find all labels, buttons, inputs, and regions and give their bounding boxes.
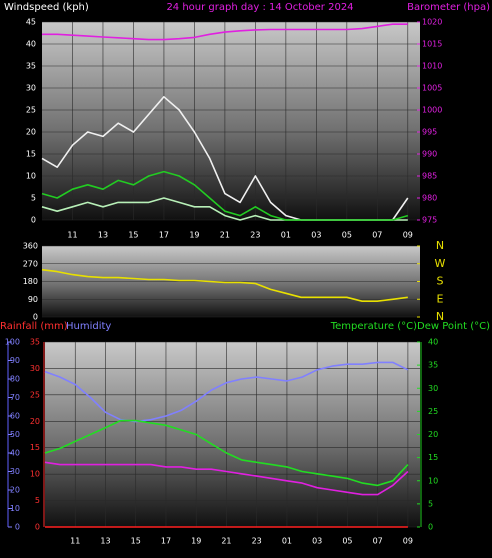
y2-axis-label: Barometer (hpa): [407, 2, 490, 13]
x-tick-label: 17: [161, 537, 171, 546]
y3-tick-label: 60: [10, 412, 20, 421]
x-tick-label: 19: [191, 537, 201, 546]
y2-tick-label: 980: [422, 194, 437, 203]
y-tick-label: 360: [23, 242, 38, 251]
x-tick-label: 21: [221, 537, 231, 546]
x-tick-label: 05: [342, 537, 352, 546]
y3-tick-label: 80: [10, 375, 20, 384]
y-tick-label: 25: [30, 390, 40, 399]
y2-tick-label: 1005: [422, 84, 442, 93]
y2-tick-label: E: [437, 292, 444, 305]
y2-axis-label: Temperature (°C)Dew Point (°C): [330, 321, 490, 332]
y2-tick-label: 10: [428, 476, 438, 485]
plot-area: [45, 342, 420, 527]
y-tick-label: 180: [23, 277, 38, 286]
y2-tick-label: 985: [422, 172, 437, 181]
y2-tick-label: 1015: [422, 40, 442, 49]
y-tick-label: 5: [31, 194, 36, 203]
y-tick-label: 35: [26, 62, 36, 71]
x-tick-label: 09: [403, 231, 413, 240]
x-tick-label: 05: [342, 231, 352, 240]
x-tick-label: 03: [312, 537, 322, 546]
y3-tick-label: 40: [10, 449, 20, 458]
y2-tick-label: S: [437, 275, 444, 288]
series-line: [44, 361, 409, 423]
y2-tick-label: 25: [428, 407, 438, 416]
x-tick-label: 13: [100, 537, 110, 546]
y-tick-label: 20: [30, 417, 40, 426]
x-tick-label: 07: [372, 231, 382, 240]
x-tick-label: 21: [220, 231, 230, 240]
y2-tick-label: 995: [422, 128, 437, 137]
chart-title: 24 hour graph day : 14 October 2024: [166, 2, 353, 13]
y-tick-label: 15: [30, 443, 40, 452]
y2-tick-label: 20: [428, 430, 438, 439]
y2-tick-label: 15: [428, 453, 438, 462]
y-tick-label: 20: [26, 128, 36, 137]
y2-tick-label: 990: [422, 150, 437, 159]
y-tick-label: 270: [23, 259, 38, 268]
y-tick-label: 25: [26, 106, 36, 115]
x-tick-label: 11: [70, 537, 80, 546]
y-tick-label: 0: [33, 313, 38, 322]
y-tick-label: 10: [26, 172, 36, 181]
y-tick-label: 0: [35, 523, 40, 532]
y3-tick-label: 20: [10, 486, 20, 495]
plot-area: [42, 22, 420, 220]
y-tick-label: 0: [31, 216, 36, 225]
x-tick-label: 07: [373, 537, 383, 546]
y3-tick-label: 0: [15, 523, 20, 532]
series-line: [44, 461, 409, 496]
x-tick-label: 19: [189, 231, 199, 240]
series-line: [41, 268, 408, 302]
series-line: [41, 170, 409, 221]
y2-tick-label: 975: [422, 216, 437, 225]
x-tick-label: 01: [281, 231, 291, 240]
y3-tick-label: 10: [10, 504, 20, 513]
y2-tick-label: N: [436, 239, 444, 252]
x-tick-label: 15: [131, 537, 141, 546]
y2-tick-label: 35: [428, 361, 438, 370]
y-tick-label: 30: [30, 364, 40, 373]
y3-axis-label: Humidity: [66, 321, 111, 332]
y-tick-label: 10: [30, 470, 40, 479]
y-axis-label: Rainfall (mm): [0, 321, 68, 332]
y3-tick-label: 100: [5, 338, 20, 347]
x-tick-label: 01: [282, 537, 292, 546]
y-tick-label: 15: [26, 150, 36, 159]
y2-tick-label: 30: [428, 384, 438, 393]
y-tick-label: 35: [30, 338, 40, 347]
y2-tick-label: 1010: [422, 62, 442, 71]
y-tick-label: 5: [35, 496, 40, 505]
y2-tick-label: W: [435, 257, 446, 270]
y-axis-label: Windspeed (kph): [4, 2, 89, 13]
x-tick-label: 03: [311, 231, 321, 240]
y-tick-label: 40: [26, 40, 36, 49]
y2-tick-label: 5: [428, 499, 433, 508]
x-tick-label: 15: [128, 231, 138, 240]
y2-tick-label: 0: [428, 523, 433, 532]
y3-tick-label: 50: [10, 430, 20, 439]
x-tick-label: 23: [250, 231, 260, 240]
y2-tick-label: 1020: [422, 18, 442, 27]
y3-tick-label: 70: [10, 393, 20, 402]
y3-tick-label: 30: [10, 467, 20, 476]
x-tick-label: 13: [98, 231, 108, 240]
y2-tick-label: 1000: [422, 106, 442, 115]
series-line: [44, 419, 409, 487]
y-tick-label: 45: [26, 18, 36, 27]
x-tick-label: 09: [403, 537, 413, 546]
series-line: [42, 23, 408, 41]
y2-tick-label: N: [436, 310, 444, 323]
x-tick-label: 17: [159, 231, 169, 240]
y3-tick-label: 90: [10, 356, 20, 365]
y2-tick-label: 40: [428, 338, 438, 347]
x-tick-label: 11: [67, 231, 77, 240]
x-tick-label: 23: [252, 537, 262, 546]
y-tick-label: 30: [26, 84, 36, 93]
y-tick-label: 90: [28, 295, 38, 304]
